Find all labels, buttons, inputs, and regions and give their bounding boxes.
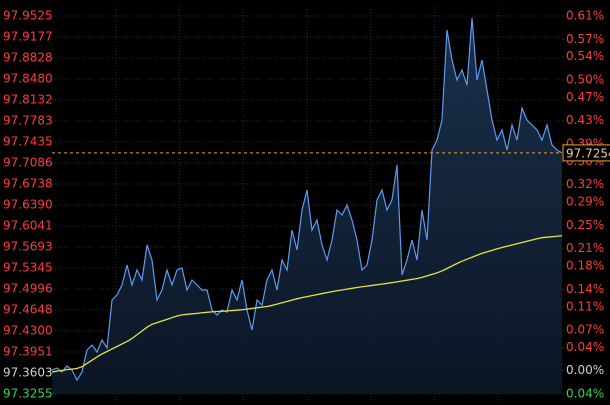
y-tick-label: 97.9177: [3, 29, 53, 43]
y2-tick-label: 0.14%: [566, 282, 604, 296]
area: [52, 17, 562, 395]
last-price-label: 97.7254: [566, 146, 610, 160]
y2-tick-label: 0.21%: [566, 241, 604, 255]
y2-tick-label: 0.43%: [566, 113, 604, 127]
y-tick-label: 97.6041: [3, 219, 53, 233]
y2-tick-label: 0.47%: [566, 90, 604, 104]
line: [51, 17, 563, 382]
y2-tick-label: 0.07%: [566, 323, 604, 337]
y2-tick-label: 0.11%: [566, 299, 604, 313]
y-tick-label: 97.8132: [3, 92, 53, 106]
y-tick-label: 97.7435: [3, 135, 53, 149]
y-tick-label: 97.3603: [3, 366, 53, 380]
y-tick-label: 97.3255: [3, 387, 53, 401]
y2-tick-label: 0.04%: [566, 340, 604, 354]
y-tick-label: 97.6390: [3, 198, 53, 212]
y-tick-label: 97.5345: [3, 261, 53, 275]
y-tick-label: 97.8480: [3, 72, 53, 86]
y2-tick-label: 0.25%: [566, 218, 604, 232]
y-tick-label: 97.4300: [3, 324, 53, 338]
y-tick-label: 97.4648: [3, 303, 53, 317]
y2-tick-label: 0.54%: [566, 49, 604, 63]
y-tick-label: 97.7086: [3, 156, 53, 170]
y2-tick-label: 0.00%: [566, 363, 604, 377]
y2-tick-label: 0.18%: [566, 259, 604, 273]
y-tick-label: 97.8828: [3, 51, 53, 65]
y-tick-label: 97.9525: [3, 9, 53, 23]
y2-tick-label: 0.04%: [566, 387, 604, 401]
y2-tick-label: 0.29%: [566, 195, 604, 209]
y2-tick-label: 0.57%: [566, 32, 604, 46]
y-tick-label: 97.7783: [3, 114, 53, 128]
y-tick-label: 97.4996: [3, 282, 53, 296]
y2-tick-label: 0.50%: [566, 72, 604, 86]
y2-tick-label: 0.32%: [566, 177, 604, 191]
last-price-box: [562, 144, 610, 162]
y-tick-label: 97.6738: [3, 177, 53, 191]
y2-tick-label: 0.61%: [566, 9, 604, 23]
line: [51, 235, 563, 373]
y-tick-label: 97.5693: [3, 240, 53, 254]
y-tick-label: 97.3951: [3, 345, 53, 359]
